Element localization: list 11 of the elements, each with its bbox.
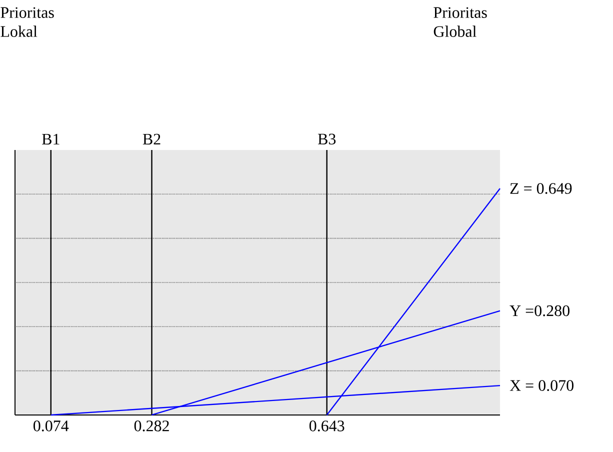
text: X = 0.070 bbox=[510, 380, 574, 391]
text: Y =0.280 bbox=[510, 305, 570, 316]
x-tick-label: 0.074 bbox=[34, 420, 69, 432]
x-tick-label: 0.282 bbox=[134, 420, 169, 432]
x-tick-label: 0.643 bbox=[309, 420, 344, 432]
text: Prioritas Lokal bbox=[0, 7, 54, 37]
ref-line-label: B2 bbox=[142, 134, 160, 144]
text: Prioritas Global bbox=[434, 7, 487, 37]
text: Z = 0.649 bbox=[510, 183, 572, 194]
ref-line-label: B1 bbox=[42, 134, 60, 144]
ref-line-label: B3 bbox=[318, 134, 336, 144]
